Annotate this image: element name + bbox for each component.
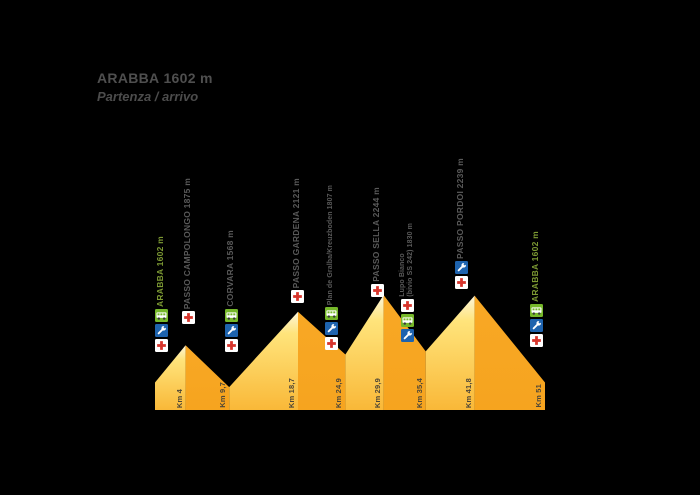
waypoint-label-line: Lupo Bianco xyxy=(398,253,406,298)
profile-segment-descent xyxy=(474,295,545,410)
profile-segment-climb xyxy=(425,295,475,410)
waypoint-label: ARABBA 1602 m xyxy=(155,236,166,307)
waypoint-label: PASSO CAMPOLONGO 1875 m xyxy=(182,177,193,309)
waypoint-label: CORVARA 1568 m xyxy=(225,230,236,307)
mechanic-wrench-icon xyxy=(454,261,468,274)
mechanic-wrench-icon xyxy=(400,329,414,342)
waypoint-label: PASSO PORDOI 2239 m xyxy=(455,158,466,259)
km-marker: Km 51 xyxy=(534,384,543,408)
shuttle-bus-icon xyxy=(154,309,168,322)
medical-cross-icon xyxy=(454,276,468,289)
km-marker: Km 4 xyxy=(175,388,184,408)
mechanic-wrench-icon xyxy=(224,324,238,337)
profile-segment-climb xyxy=(229,311,298,410)
km-marker: Km 9,7 xyxy=(218,382,227,408)
race-title-name: ARABBA xyxy=(97,70,160,86)
race-title: ARABBA 1602 m xyxy=(97,70,213,86)
shuttle-bus-icon xyxy=(529,304,543,317)
medical-cross-icon xyxy=(400,299,414,312)
medical-cross-icon xyxy=(290,290,304,303)
waypoint-label-line: (bivio SS 242) 1830 m xyxy=(407,223,414,297)
km-marker: Km 18,7 xyxy=(287,377,296,408)
waypoint-corvara: CORVARA 1568 m xyxy=(223,230,239,352)
medical-cross-icon xyxy=(224,339,238,352)
shuttle-bus-icon xyxy=(324,307,338,320)
waypoint-arabba: ARABBA 1602 m xyxy=(153,236,169,352)
medical-cross-icon xyxy=(370,284,384,297)
waypoint-passo-campolongo: PASSO CAMPOLONGO 1875 m xyxy=(180,178,196,324)
waypoint-label: ARABBA 1602 m xyxy=(530,231,541,302)
waypoint-label: Lupo Bianco (bivio SS 242) 1830 m xyxy=(399,223,415,297)
medical-cross-icon xyxy=(324,337,338,350)
profile-segment-descent xyxy=(383,295,426,410)
mechanic-wrench-icon xyxy=(154,324,168,337)
mechanic-wrench-icon xyxy=(324,322,338,335)
km-marker: Km 29,9 xyxy=(373,377,382,408)
race-title-elevation: 1602 m xyxy=(163,70,213,86)
shuttle-bus-icon xyxy=(224,309,238,322)
shuttle-bus-icon xyxy=(400,314,414,327)
waypoint-lupo-bianco: Lupo Bianco (bivio SS 242) 1830 m xyxy=(399,223,415,342)
waypoint-passo-sella: PASSO SELLA 2244 m xyxy=(369,187,385,297)
waypoint-plan-de-gralba: Plan de Gralba/Kreuzboden 1807 m xyxy=(323,185,339,350)
waypoint-label: Plan de Gralba/Kreuzboden 1807 m xyxy=(326,184,334,305)
title-block: ARABBA 1602 m Partenza / arrivo xyxy=(97,70,213,104)
medical-cross-icon xyxy=(529,334,543,347)
km-marker: Km 35,4 xyxy=(415,377,424,408)
profile-segment-climb xyxy=(155,345,186,410)
medical-cross-icon xyxy=(181,311,195,324)
km-marker: Km 41,8 xyxy=(464,377,473,408)
waypoint-label: PASSO SELLA 2244 m xyxy=(371,187,382,282)
profile-segment-descent xyxy=(185,345,230,410)
waypoint-passo-pordoi: PASSO PORDOI 2239 m xyxy=(453,158,469,289)
profile-segment-climb xyxy=(345,295,384,410)
race-subtitle: Partenza / arrivo xyxy=(97,89,199,104)
profile-segment-descent xyxy=(298,311,346,410)
km-marker: Km 24,9 xyxy=(334,377,343,408)
waypoint-label: PASSO GARDENA 2121 m xyxy=(291,177,302,288)
mechanic-wrench-icon xyxy=(529,319,543,332)
waypoint-arabba: ARABBA 1602 m xyxy=(528,231,544,347)
waypoint-passo-gardena: PASSO GARDENA 2121 m xyxy=(289,178,305,303)
medical-cross-icon xyxy=(154,339,168,352)
